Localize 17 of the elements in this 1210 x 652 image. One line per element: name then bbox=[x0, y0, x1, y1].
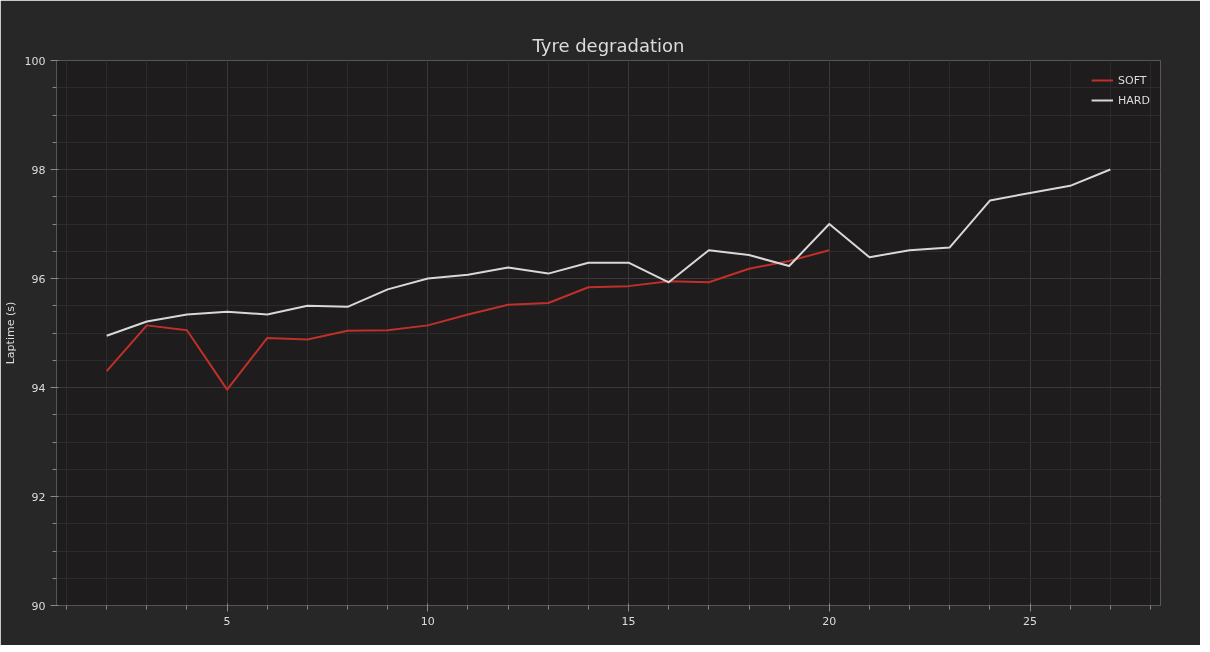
y-axis-title: Laptime (s) bbox=[3, 301, 17, 365]
y-tick-label: 100 bbox=[24, 54, 46, 68]
y-tick-label: 90 bbox=[31, 599, 46, 613]
y-tick-label: 92 bbox=[31, 490, 46, 504]
line-series bbox=[105, 168, 1112, 337]
x-tick-label: 5 bbox=[223, 614, 231, 628]
legend-label: SOFT bbox=[1118, 73, 1147, 87]
x-tick-label: 10 bbox=[420, 614, 435, 628]
legend-label: HARD bbox=[1118, 93, 1150, 107]
chart-title: Tyre degradation bbox=[531, 34, 685, 56]
x-tick-label: 15 bbox=[621, 614, 636, 628]
line-series bbox=[105, 249, 831, 391]
y-tick-label: 94 bbox=[31, 381, 46, 395]
x-tick-label: 25 bbox=[1023, 614, 1038, 628]
y-tick-label: 96 bbox=[31, 272, 46, 286]
x-tick-label: 20 bbox=[822, 614, 837, 628]
y-tick-label: 98 bbox=[31, 163, 46, 177]
